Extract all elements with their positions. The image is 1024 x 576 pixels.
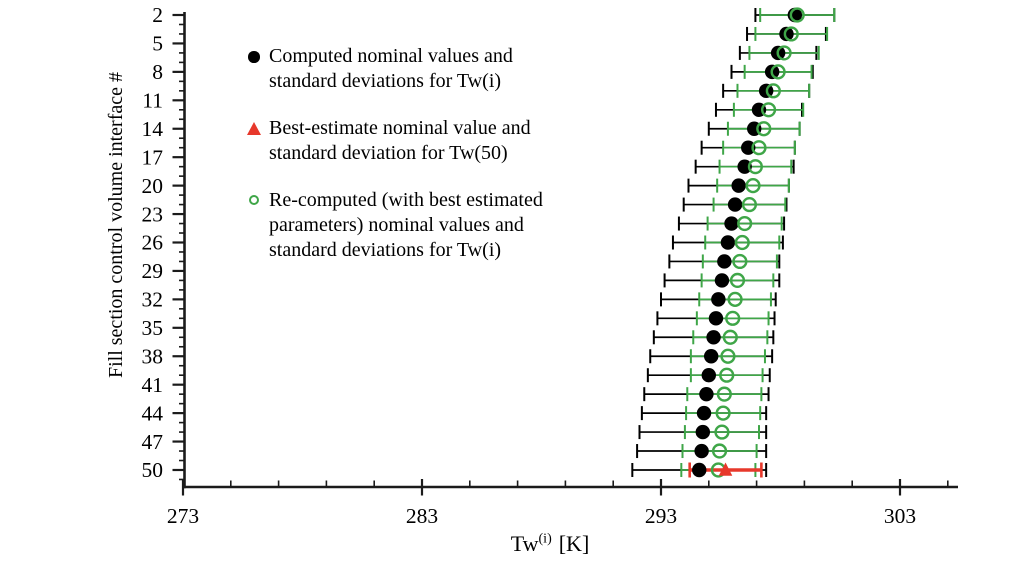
x-tick-label: 273 bbox=[167, 504, 199, 528]
recomputed-point bbox=[716, 386, 732, 402]
y-tick-label: 29 bbox=[142, 259, 164, 283]
recomputed-point bbox=[765, 83, 781, 99]
x-axis-title: Tw(i) [K] bbox=[440, 531, 660, 557]
x-tick-label: 283 bbox=[406, 504, 438, 528]
filled-circle-icon bbox=[248, 51, 260, 63]
filled-triangle-icon bbox=[247, 122, 261, 135]
y-tick-label: 50 bbox=[142, 458, 164, 482]
y-tick-label: 35 bbox=[142, 316, 164, 340]
open-circle-icon bbox=[248, 195, 260, 206]
y-tick-label: 38 bbox=[142, 344, 164, 368]
y-tick-label: 8 bbox=[152, 60, 163, 84]
computed-point bbox=[694, 443, 709, 459]
computed-point bbox=[706, 330, 721, 345]
recomputed-point bbox=[770, 64, 786, 80]
x-tick-label: 303 bbox=[884, 504, 916, 528]
recomputed-point bbox=[722, 329, 738, 345]
legend-label-best-estimate: Best-estimate nominal value and standard… bbox=[269, 117, 531, 164]
legend-label-computed: Computed nominal values and standard dev… bbox=[269, 45, 513, 92]
y-tick-label: 47 bbox=[142, 430, 164, 454]
y-tick-label: 5 bbox=[152, 32, 163, 56]
y-tick-label: 14 bbox=[142, 117, 164, 141]
legend-item-computed: Computed nominal values and standard dev… bbox=[246, 44, 584, 94]
computed-point bbox=[708, 311, 724, 326]
recomputed-point bbox=[734, 234, 750, 251]
recomputed-point bbox=[737, 215, 753, 232]
recomputed-point bbox=[747, 159, 764, 175]
recomputed-point bbox=[741, 196, 758, 213]
legend-item-best-estimate: Best-estimate nominal value and standard… bbox=[246, 116, 584, 166]
computed-point bbox=[696, 405, 712, 421]
computed-point bbox=[692, 462, 707, 478]
x-axis-title-unit: [K] bbox=[558, 531, 590, 556]
x-axis-title-base: Tw bbox=[510, 531, 539, 556]
recomputed-point bbox=[732, 253, 748, 270]
computed-point bbox=[717, 254, 732, 269]
x-axis-title-superscript: (i) bbox=[538, 531, 552, 547]
recomputed-point bbox=[789, 7, 805, 23]
computed-point bbox=[695, 424, 711, 440]
y-tick-label: 41 bbox=[142, 373, 164, 397]
legend-item-recomputed: Re-computed (with best estimated paramet… bbox=[246, 188, 584, 263]
recomputed-point bbox=[719, 367, 735, 383]
recomputed-point bbox=[711, 443, 728, 459]
y-tick-label: 11 bbox=[142, 89, 163, 113]
y-tick-label: 23 bbox=[142, 202, 164, 226]
recomputed-point bbox=[715, 405, 731, 421]
y-tick-label: 2 bbox=[152, 3, 163, 27]
recomputed-point bbox=[783, 26, 799, 42]
y-tick-label: 20 bbox=[142, 174, 164, 198]
computed-point bbox=[727, 197, 743, 212]
computed-point bbox=[701, 368, 716, 383]
computed-point bbox=[699, 386, 714, 402]
computed-point bbox=[703, 349, 719, 364]
recomputed-point bbox=[751, 140, 767, 156]
computed-point bbox=[741, 140, 756, 155]
best-estimate-point bbox=[718, 462, 733, 476]
recomputed-point bbox=[756, 121, 772, 137]
recomputed-point bbox=[729, 272, 746, 289]
recomputed-point bbox=[745, 178, 761, 194]
legend-label-recomputed: Re-computed (with best estimated paramet… bbox=[269, 189, 543, 261]
computed-point bbox=[720, 235, 736, 250]
recomputed-point bbox=[776, 45, 792, 61]
computed-point bbox=[779, 26, 794, 42]
y-axis-title: Fill section control volume interface # bbox=[105, 71, 127, 379]
recomputed-point bbox=[725, 310, 741, 326]
recomputed-point bbox=[727, 291, 743, 307]
x-tick-label: 293 bbox=[645, 504, 677, 528]
computed-point bbox=[714, 273, 730, 288]
computed-point bbox=[724, 216, 739, 231]
y-tick-label: 26 bbox=[142, 231, 164, 255]
computed-point bbox=[737, 159, 752, 174]
y-tick-label: 17 bbox=[142, 145, 164, 169]
recomputed-point bbox=[720, 348, 736, 364]
recomputed-point bbox=[760, 102, 777, 118]
y-tick-label: 32 bbox=[142, 288, 164, 312]
computed-point bbox=[731, 178, 746, 193]
recomputed-point bbox=[714, 424, 730, 440]
computed-point bbox=[711, 292, 726, 307]
y-tick-label: 44 bbox=[142, 401, 164, 425]
